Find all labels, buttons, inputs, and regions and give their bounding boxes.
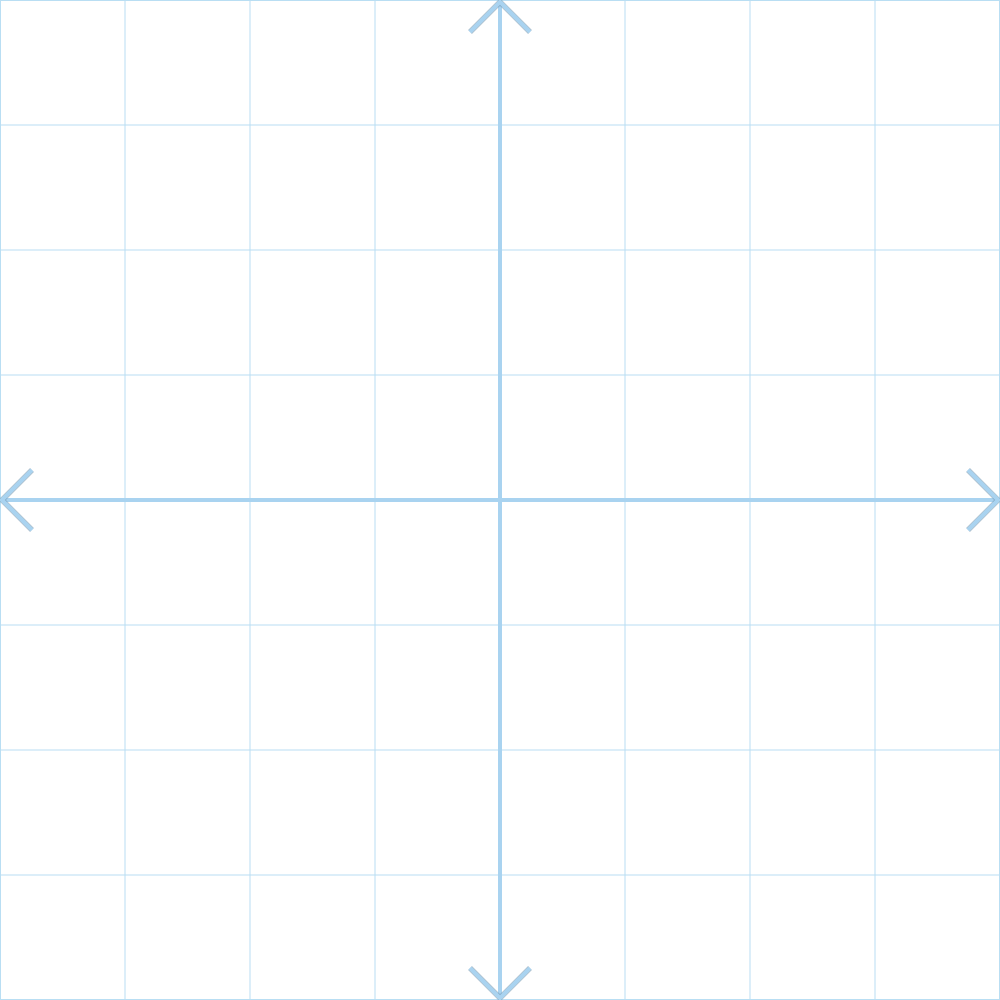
x-axis-arrow-right-icon bbox=[966, 468, 1000, 532]
y-axis-arrow-up-icon bbox=[468, 0, 532, 34]
y-axis-arrow-down-icon bbox=[468, 966, 532, 1000]
x-axis-arrow-left-icon bbox=[0, 468, 34, 532]
